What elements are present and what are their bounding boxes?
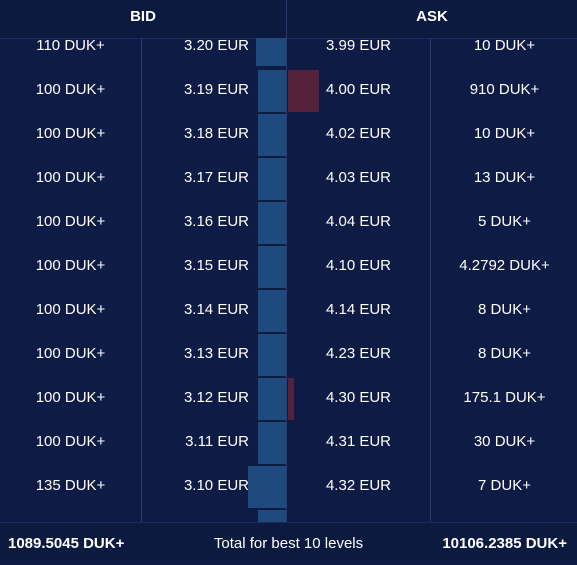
bid-price: 3.10 EUR <box>183 477 249 494</box>
order-book-footer: 1089.5045 DUK+ Total for best 10 levels … <box>0 522 577 560</box>
bid-quantity: 100 DUK+ <box>35 81 106 98</box>
ask-quantity: 10 DUK+ <box>473 38 536 54</box>
ask-quantity: 30 DUK+ <box>473 433 536 450</box>
ask-price: 4.32 EUR <box>325 477 392 494</box>
bid-total: 1089.5045 DUK+ <box>8 535 125 552</box>
ask-price: 4.04 EUR <box>325 213 392 230</box>
ask-quantity: 7 DUK+ <box>478 477 531 494</box>
ask-price: 3.99 EUR <box>325 38 392 54</box>
bid-price: 3.19 EUR <box>183 81 249 98</box>
bid-price: 3.12 EUR <box>183 389 249 406</box>
totals-label: Total for best 10 levels <box>213 535 364 552</box>
bid-quantity: 100 DUK+ <box>35 169 106 186</box>
ask-depth-bar <box>288 378 294 420</box>
column-divider <box>286 38 287 522</box>
ask-quantity: 8 DUK+ <box>478 345 531 362</box>
bid-price: 3.16 EUR <box>183 213 249 230</box>
bid-quantity: 100 DUK+ <box>35 345 106 362</box>
column-divider <box>430 38 431 522</box>
bid-quantity: 100 DUK+ <box>35 213 106 230</box>
ask-column-header: ASK <box>416 8 448 25</box>
ask-depth-bar <box>288 70 319 112</box>
order-book-row[interactable]: 100 DUK+ 3.19 EUR 4.00 EUR 910 DUK+ <box>0 68 577 112</box>
ask-total: 10106.2385 DUK+ <box>442 535 567 552</box>
order-book-row[interactable]: 100 DUK+ 3.17 EUR 4.03 EUR 13 DUK+ <box>0 156 577 200</box>
bid-price: 3.15 EUR <box>183 257 249 274</box>
order-book-header: BID ASK <box>0 0 577 39</box>
bid-depth-bar <box>258 290 286 332</box>
bid-column-header: BID <box>130 8 156 25</box>
bid-depth-bar <box>256 38 286 66</box>
order-book-row[interactable]: 100 DUK+ 3.13 EUR 4.23 EUR 8 DUK+ <box>0 332 577 376</box>
ask-price: 4.02 EUR <box>325 125 392 142</box>
ask-price: 4.10 EUR <box>325 257 392 274</box>
bid-depth-bar <box>258 422 286 464</box>
bid-depth-bar <box>258 334 286 376</box>
bid-price: 3.20 EUR <box>183 38 249 54</box>
bid-price: 3.18 EUR <box>183 125 249 142</box>
bid-quantity: 100 DUK+ <box>35 125 106 142</box>
header-divider <box>286 0 287 38</box>
order-book-row[interactable]: 100 DUK+ 3.14 EUR 4.14 EUR 8 DUK+ <box>0 288 577 332</box>
bid-price: 3.17 EUR <box>183 169 249 186</box>
bid-quantity: 100 DUK+ <box>35 257 106 274</box>
bid-quantity: 100 DUK+ <box>35 301 106 318</box>
ask-price: 4.30 EUR <box>325 389 392 406</box>
bid-price: 3.13 EUR <box>183 345 249 362</box>
ask-quantity: 10 DUK+ <box>473 125 536 142</box>
bid-depth-bar <box>258 114 286 156</box>
bid-price: 3.11 EUR <box>185 433 249 450</box>
order-book-row[interactable]: 100 DUK+ 3.15 EUR 4.10 EUR 4.2792 DUK+ <box>0 244 577 288</box>
bid-depth-bar <box>258 70 286 112</box>
ask-quantity: 175.1 DUK+ <box>463 389 546 406</box>
bid-quantity: 110 DUK+ <box>36 38 105 54</box>
bid-depth-bar <box>258 246 286 288</box>
order-book-row[interactable]: 135 DUK+ 3.10 EUR 4.32 EUR 7 DUK+ <box>0 464 577 508</box>
bid-depth-bar <box>258 202 286 244</box>
order-book-row[interactable]: 100 DUK+ 3.16 EUR 4.04 EUR 5 DUK+ <box>0 200 577 244</box>
ask-quantity: 5 DUK+ <box>478 213 531 230</box>
column-divider <box>141 38 142 522</box>
bid-price: 3.14 EUR <box>183 301 249 318</box>
bid-depth-bar <box>258 510 286 522</box>
order-book-row[interactable]: 100 DUK+ 3.11 EUR 4.31 EUR 30 DUK+ <box>0 420 577 464</box>
order-book-row[interactable]: 100 DUK+ 3.18 EUR 4.02 EUR 10 DUK+ <box>0 112 577 156</box>
bid-quantity: 100 DUK+ <box>35 389 106 406</box>
ask-price: 4.03 EUR <box>325 169 392 186</box>
ask-quantity: 4.2792 DUK+ <box>459 257 550 274</box>
bid-depth-bar <box>258 378 286 420</box>
ask-quantity: 8 DUK+ <box>478 301 531 318</box>
order-book-row[interactable]: 100 DUK+ 3.12 EUR 4.30 EUR 175.1 DUK+ <box>0 376 577 420</box>
ask-price: 4.23 EUR <box>325 345 392 362</box>
ask-price: 4.14 EUR <box>325 301 392 318</box>
ask-price: 4.31 EUR <box>325 433 392 450</box>
ask-price: 4.00 EUR <box>325 81 392 98</box>
bid-depth-bar <box>258 158 286 200</box>
bid-quantity: 100 DUK+ <box>35 433 106 450</box>
bid-quantity: 135 DUK+ <box>35 477 106 494</box>
ask-quantity: 13 DUK+ <box>473 169 536 186</box>
bid-depth-bar <box>248 466 286 508</box>
order-book[interactable]: 110 DUK+ 3.20 EUR 3.99 EUR 10 DUK+ 100 DUK+ 3… <box>0 38 577 522</box>
order-book-row[interactable]: 110 DUK+ 3.20 EUR 3.99 EUR 10 DUK+ <box>0 38 577 68</box>
ask-quantity: 910 DUK+ <box>469 81 540 98</box>
